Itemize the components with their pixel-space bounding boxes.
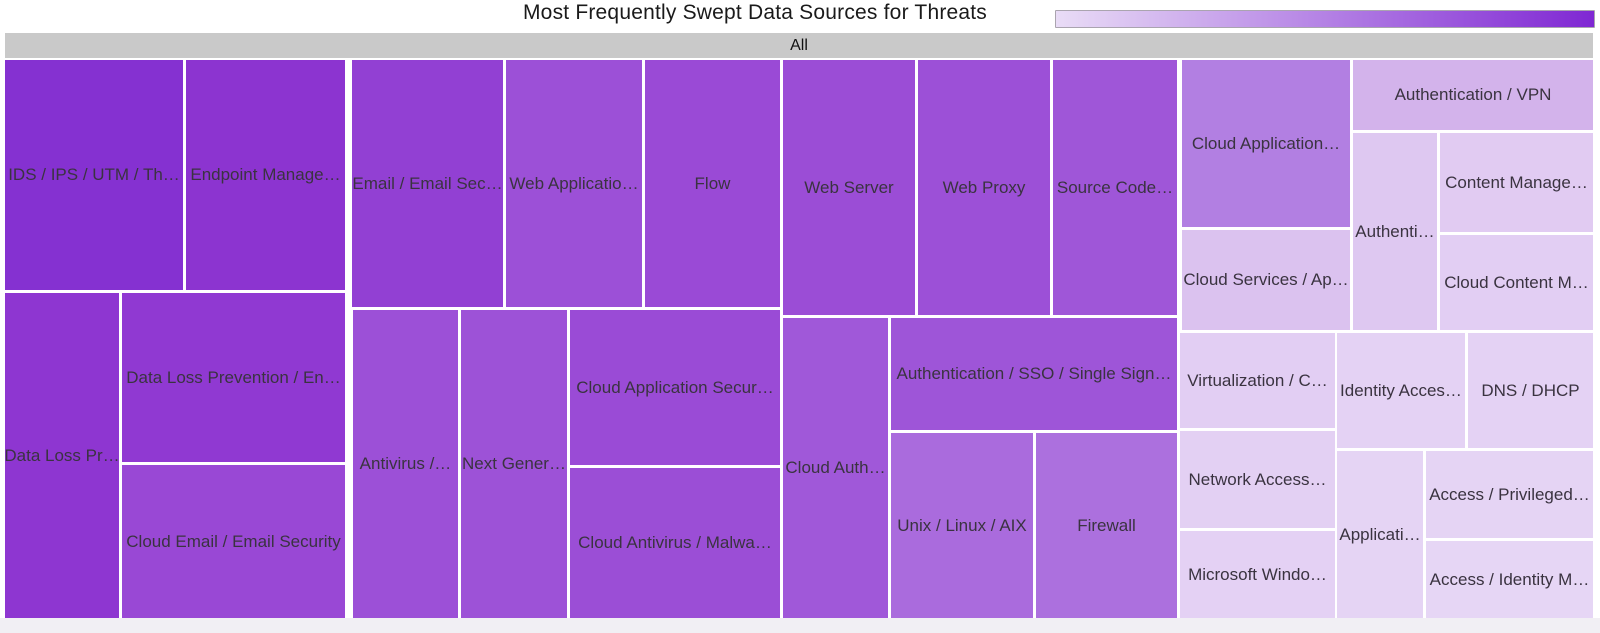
treemap-tile-label: Data Loss Prevention / En…	[126, 367, 341, 387]
treemap-tile[interactable]: Applicati…	[1337, 451, 1423, 618]
treemap-tile[interactable]: Virtualization / C…	[1180, 333, 1335, 428]
treemap-tile-label: Firewall	[1077, 515, 1136, 535]
treemap-tile-label: Microsoft Windo…	[1188, 564, 1327, 584]
treemap-tile-label: Web Proxy	[942, 177, 1026, 197]
treemap-tile[interactable]: Flow	[645, 60, 780, 307]
treemap-tile-label: Cloud Email / Email Security	[126, 531, 341, 551]
treemap-tile[interactable]: IDS / IPS / UTM / Th…	[5, 60, 183, 290]
treemap-tile[interactable]: Cloud Auth…	[783, 318, 888, 618]
treemap-tile[interactable]: Cloud Services / Ap…	[1182, 230, 1350, 330]
treemap-tile-label: Endpoint Manage…	[190, 165, 341, 184]
treemap-tile-label: Antivirus /…	[359, 454, 452, 473]
treemap-tile-label: Web Server	[804, 177, 894, 197]
treemap-tile[interactable]: Web Server	[783, 60, 915, 315]
treemap-tile[interactable]: Cloud Application Secur…	[570, 310, 780, 465]
treemap-tile-label: Authentication / VPN	[1394, 85, 1552, 104]
treemap-tile-label: IDS / IPS / UTM / Th…	[8, 165, 180, 184]
treemap-tile[interactable]: Next Gener…	[461, 310, 567, 618]
treemap-tile[interactable]: Cloud Content M…	[1440, 235, 1593, 330]
treemap-tile[interactable]: Identity Acces…	[1337, 333, 1465, 448]
treemap-tile[interactable]: Access / Identity M…	[1426, 541, 1593, 618]
treemap-tile-label: Next Gener…	[462, 454, 566, 473]
treemap-tile-label: Identity Acces…	[1340, 380, 1462, 400]
treemap-tile-label: Data Loss Pr…	[5, 445, 119, 465]
page-footer-strip	[0, 618, 1600, 633]
treemap-tile-label: Content Manage…	[1445, 172, 1588, 192]
root-node-header[interactable]: All	[5, 33, 1593, 58]
treemap-tile-label: Cloud Content M…	[1444, 272, 1589, 292]
treemap-tile[interactable]: Antivirus /…	[353, 310, 458, 618]
treemap-tile-label: DNS / DHCP	[1481, 380, 1580, 400]
treemap-tile[interactable]: Microsoft Windo…	[1180, 531, 1335, 618]
treemap-tile-label: Cloud Services / Ap…	[1183, 270, 1349, 289]
treemap-tile[interactable]: Authentication / SSO / Single Sign…	[891, 318, 1177, 430]
treemap-tile[interactable]: Authenti…	[1353, 133, 1437, 330]
treemap-tile-label: Web Applicatio…	[509, 173, 639, 193]
treemap-tile-label: Cloud Application…	[1191, 133, 1341, 153]
treemap-tile[interactable]: Access / Privileged…	[1426, 451, 1593, 538]
treemap-tile[interactable]: Source Code…	[1053, 60, 1177, 315]
treemap-tile[interactable]: Data Loss Pr…	[5, 293, 119, 618]
treemap-tile[interactable]: Content Manage…	[1440, 133, 1593, 232]
treemap-tile-label: Access / Privileged…	[1429, 484, 1590, 504]
treemap-tile-label: Access / Identity M…	[1429, 569, 1590, 589]
treemap-tile[interactable]: Cloud Antivirus / Malwa…	[570, 468, 780, 618]
treemap-tile-label: Email / Email Sec…	[352, 173, 503, 193]
treemap-tile[interactable]: Cloud Email / Email Security	[122, 465, 345, 618]
treemap-tile[interactable]: Authentication / VPN	[1353, 60, 1593, 130]
treemap-tile-label: Source Code…	[1056, 177, 1174, 197]
treemap-tile-label: Authentication / SSO / Single Sign…	[896, 364, 1172, 383]
treemap-tile[interactable]: Network Access…	[1180, 431, 1335, 528]
chart-title: Most Frequently Swept Data Sources for T…	[522, 1, 988, 24]
treemap-tile[interactable]: Endpoint Manage…	[186, 60, 345, 290]
treemap-tile[interactable]: Unix / Linux / AIX	[891, 433, 1033, 618]
treemap-tile[interactable]: Email / Email Sec…	[352, 60, 503, 307]
treemap-tile-label: Authenti…	[1355, 221, 1435, 241]
treemap-tile[interactable]: Web Proxy	[918, 60, 1050, 315]
treemap-tile[interactable]: Firewall	[1036, 433, 1177, 618]
treemap-tile-label: Cloud Application Secur…	[576, 377, 774, 397]
treemap-tile[interactable]: Web Applicatio…	[506, 60, 642, 307]
treemap-tile-label: Cloud Auth…	[785, 458, 886, 477]
treemap-tile-label: Flow	[694, 173, 731, 193]
treemap-tile-label: Network Access…	[1188, 469, 1327, 489]
treemap-tile-label: Virtualization / C…	[1187, 370, 1328, 390]
treemap-tile-label: Cloud Antivirus / Malwa…	[578, 533, 772, 552]
legend-gradient-bar	[1055, 10, 1595, 28]
treemap-tile[interactable]: Data Loss Prevention / En…	[122, 293, 345, 462]
treemap-tile-label: Unix / Linux / AIX	[897, 515, 1027, 535]
treemap-canvas: IDS / IPS / UTM / Th… Endpoint Manage… Ema…	[5, 60, 1593, 618]
treemap-tile[interactable]: Cloud Application…	[1182, 60, 1350, 227]
root-node-label: All	[790, 36, 808, 54]
treemap-tile-label: Applicati…	[1339, 524, 1421, 544]
treemap-tile[interactable]: DNS / DHCP	[1468, 333, 1593, 448]
